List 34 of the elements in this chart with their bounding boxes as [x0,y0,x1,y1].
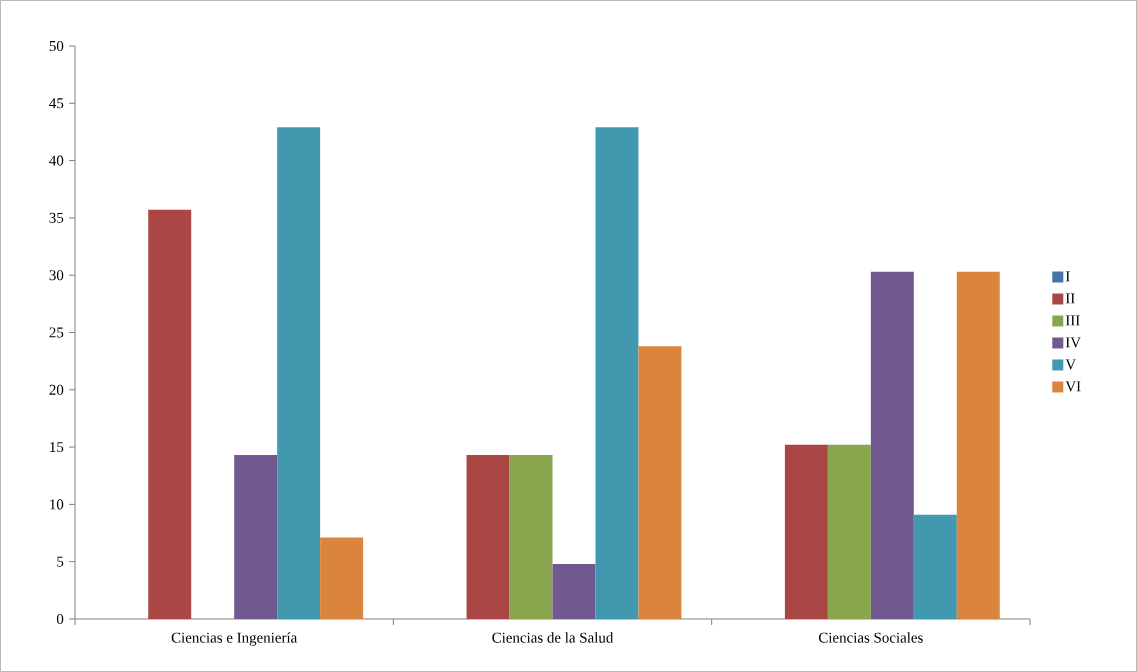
bar [784,444,828,619]
y-tick-label: 5 [57,556,64,567]
bar [827,444,871,619]
y-tick-label: 45 [49,98,64,109]
x-tick-label: Ciencias e Ingeniería [171,632,298,646]
bar [552,563,596,619]
bar [148,209,192,619]
y-tick-label: 50 [49,40,64,52]
bar [595,127,639,619]
bar [870,271,914,619]
y-tick-label: 35 [49,212,64,223]
y-tick-label: 15 [50,442,64,453]
y-tick-label: 20 [49,384,64,395]
bar [234,455,278,619]
bar [466,455,510,619]
legend-label: II [1065,293,1075,304]
legend-label: IV [1065,337,1081,348]
x-tick-label: Ciencias de la Salud [492,632,614,643]
bar [320,537,364,619]
legend-label: VI [1065,381,1081,392]
bar [913,514,957,619]
legend-label: I [1065,271,1070,282]
bar [509,455,553,619]
legend-label: V [1065,359,1076,370]
bar [277,127,321,619]
bar [638,346,682,619]
x-tick-label: Ciencias Sociales [818,632,923,643]
y-tick-label: 40 [49,155,64,166]
y-tick-label: 0 [56,613,64,625]
y-tick-label: 25 [49,327,64,338]
y-tick-label: 10 [50,499,64,510]
legend-label: III [1065,315,1080,326]
y-tick-label: 30 [49,270,64,281]
bar [956,271,1000,619]
